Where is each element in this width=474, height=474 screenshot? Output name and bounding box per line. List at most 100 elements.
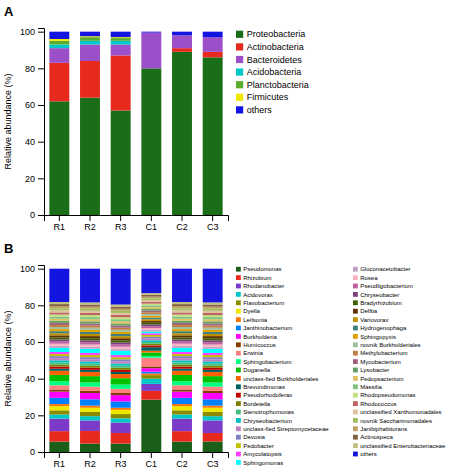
bar-segment [111, 342, 131, 344]
bar-segment [111, 330, 131, 332]
bar-segment [49, 348, 69, 352]
y-tick-label: 0 [30, 210, 35, 220]
bar-segment [141, 33, 161, 69]
legend-item: Chryseobacter [353, 292, 399, 298]
bar-segment [80, 353, 100, 355]
legend-swatch [236, 275, 241, 280]
legend-swatch [236, 284, 241, 289]
legend-label: Devosia [243, 434, 265, 440]
bar-segment [141, 293, 161, 295]
legend-label: Stenotrophomonas [243, 409, 294, 415]
legend-swatch [353, 368, 358, 373]
bar-segment [203, 399, 223, 405]
legend-label: others [360, 451, 377, 457]
legend-item: Actinospeca [353, 434, 394, 440]
legend-swatch [236, 81, 243, 88]
bar-segment [203, 334, 223, 336]
bar-segment [141, 295, 161, 297]
bar-segment [141, 333, 161, 335]
legend-item: Pedobacter [236, 443, 274, 449]
legend-swatch [236, 309, 241, 314]
bar-segment [141, 32, 161, 33]
x-tick: R1 [54, 452, 66, 469]
legend-label: Rosea [360, 275, 378, 281]
x-tick: R2 [84, 215, 96, 232]
legend-item: Burkholderia [236, 334, 278, 340]
bar-segment [80, 321, 100, 323]
bar-segment [141, 335, 161, 337]
legend-swatch [236, 452, 241, 457]
y-axis: 020406080100 [20, 264, 45, 457]
bar-segment [141, 356, 161, 358]
legend-swatch [353, 384, 358, 389]
bar-segment [49, 358, 69, 360]
legend-swatch [236, 351, 241, 356]
legend-item: Rhodopseudomonas [353, 392, 416, 398]
bar-segment [172, 327, 192, 329]
bar-segment [172, 385, 192, 389]
bar-segment [172, 32, 192, 36]
bar-segment [172, 344, 192, 346]
legend-label: Rhodopseudomonas [360, 392, 415, 398]
y-tick: 60 [25, 337, 44, 347]
x-tick-label: R3 [115, 459, 127, 469]
y-tick-mark [38, 142, 44, 143]
bar-segment [111, 319, 131, 321]
bar-segment [111, 311, 131, 313]
bar-segment [80, 342, 100, 344]
bar-segment [172, 321, 192, 323]
legend-label: unclassified Xanthomonadales [360, 409, 441, 415]
bar-segment [80, 332, 100, 334]
bar-segment [203, 420, 223, 433]
bar-segment [111, 313, 131, 315]
legend-swatch [353, 418, 358, 423]
legend-label: Pseudligobacterium [360, 283, 413, 289]
y-tick-mark [38, 178, 44, 179]
bar-segment [172, 398, 192, 404]
legend-item: Bacteroidetes [236, 55, 302, 65]
bar-segment [111, 269, 131, 305]
bar-segment [203, 321, 223, 323]
legend-swatch [353, 275, 358, 280]
bar-segment [49, 392, 69, 398]
bar-segment [80, 307, 100, 309]
y-tick: 20 [25, 174, 44, 184]
y-tick-mark [38, 269, 44, 270]
legend-item: Pseudligobacterium [353, 283, 413, 289]
legend-swatch [353, 393, 358, 398]
legend-swatch [353, 435, 358, 440]
legend-swatch [236, 43, 243, 50]
bar-segment [172, 358, 192, 360]
bar-segment [172, 335, 192, 337]
bar-segment [80, 326, 100, 328]
bar-segment [203, 361, 223, 363]
legend-label: unclassified Enterobacteriaceae [360, 443, 446, 449]
legend-label: Rhizobium [243, 275, 271, 281]
bar-segment [111, 340, 131, 342]
bar-segment [49, 414, 69, 418]
bar-segment [141, 314, 161, 316]
y-axis-title: Relative abundance (%) [3, 310, 13, 406]
bar-segment [80, 359, 100, 361]
bar-segment [141, 391, 161, 400]
bar-segment [80, 319, 100, 321]
bar-segment [172, 325, 192, 327]
bar-segment [203, 416, 223, 420]
bar-segment [141, 316, 161, 318]
bar-segment [141, 311, 161, 313]
bar-segment [49, 333, 69, 335]
legend-swatch [236, 300, 241, 305]
y-axis: 020406080100 [20, 27, 45, 220]
bar-segment [141, 372, 161, 374]
bar-segment [80, 355, 100, 357]
y-tick-mark [38, 379, 44, 380]
bar-segment [172, 329, 192, 331]
bar-segment [49, 41, 69, 45]
legend-item: Acidovorax [236, 292, 273, 298]
bar-segment [141, 68, 161, 215]
y-tick: 80 [25, 64, 44, 74]
legend-item: Devosia [236, 434, 266, 440]
bar-segment [49, 389, 69, 391]
bar-segment [172, 308, 192, 310]
legend-item: Sphingopyxis [353, 334, 396, 340]
